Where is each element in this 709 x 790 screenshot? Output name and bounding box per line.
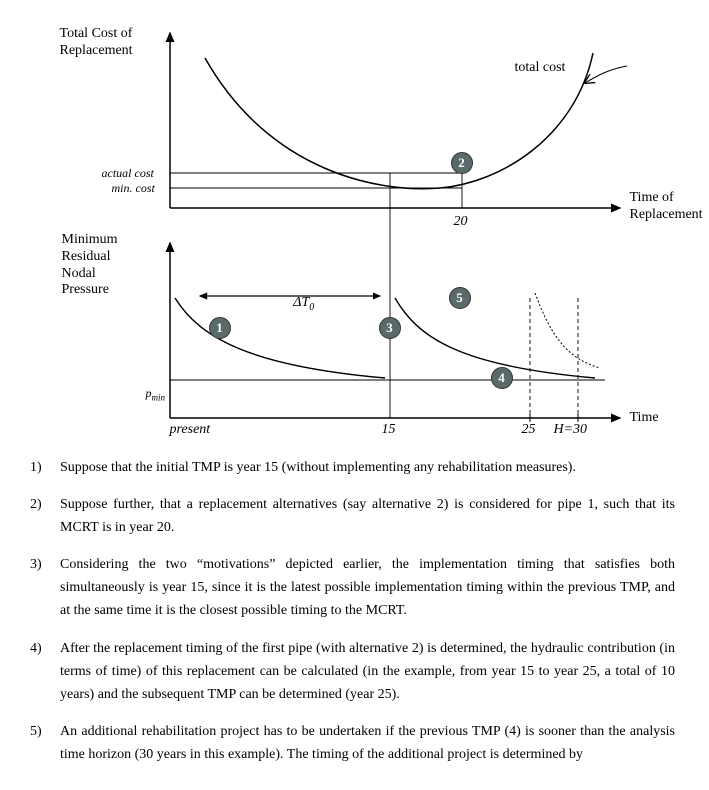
- bot-y-axis-label: Minimum Residual Nodal Pressure: [62, 232, 118, 299]
- tick-20: 20: [454, 214, 468, 231]
- tick-H30: H=30: [554, 422, 588, 439]
- pressure-curve-2: [395, 298, 595, 378]
- pressure-curve-3: [535, 293, 600, 368]
- badge-5: 5: [449, 287, 471, 309]
- badge-2: 2: [451, 152, 473, 174]
- pmin-label: pmin: [134, 372, 166, 418]
- note-item: An additional rehabilitation project has…: [30, 720, 675, 766]
- tick-25: 25: [522, 422, 536, 439]
- delta-t0-label: ΔT0: [280, 278, 315, 330]
- bot-x-axis-label: Time: [630, 410, 659, 427]
- notes-list: Suppose that the initial TMP is year 15 …: [28, 456, 681, 766]
- badge-4: 4: [491, 367, 513, 389]
- actual-cost-label: actual cost: [102, 166, 154, 180]
- min-cost-label: min. cost: [112, 181, 155, 195]
- total-cost-pointer: [585, 66, 627, 83]
- chart-svg: [30, 18, 680, 438]
- note-item: Suppose that the initial TMP is year 15 …: [30, 456, 675, 479]
- tick-15: 15: [382, 422, 396, 439]
- composite-chart: Total Cost of Replacement Time of Replac…: [30, 18, 680, 438]
- note-item: Considering the two “motivations” depict…: [30, 553, 675, 622]
- top-y-axis-label: Total Cost of Replacement: [60, 26, 133, 60]
- note-item: After the replacement timing of the firs…: [30, 637, 675, 706]
- top-x-axis-label: Time of Replacement: [630, 190, 703, 224]
- note-item: Suppose further, that a replacement alte…: [30, 493, 675, 539]
- total-cost-label: total cost: [515, 60, 566, 77]
- badge-1: 1: [209, 317, 231, 339]
- badge-3: 3: [379, 317, 401, 339]
- present-label: present: [170, 422, 211, 439]
